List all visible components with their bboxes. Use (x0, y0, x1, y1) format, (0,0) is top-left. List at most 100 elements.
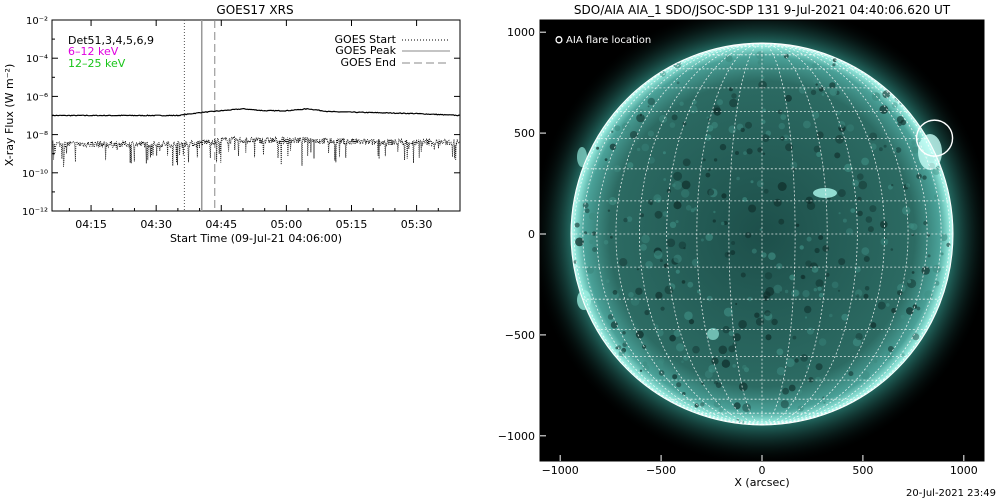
disk-texture-speck (715, 382, 722, 388)
disk-texture-speck (647, 199, 654, 205)
disk-texture-speck (723, 221, 728, 225)
disk-texture-speck (655, 197, 662, 203)
disk-texture-speck (846, 228, 853, 236)
disk-texture-speck (855, 289, 863, 297)
disk-texture-speck (773, 198, 782, 207)
goes-series-group (51, 107, 461, 168)
disk-texture-speck (588, 212, 597, 220)
disk-texture-speck (832, 58, 837, 63)
disk-texture-speck (795, 223, 800, 227)
disk-texture-speck (784, 289, 789, 294)
disk-texture-speck (573, 260, 577, 264)
disk-texture-speck (865, 216, 873, 223)
aia-bright-regions (577, 134, 942, 340)
disk-texture-speck (785, 358, 795, 368)
disk-texture-speck (759, 228, 763, 231)
disk-texture-speck (747, 296, 753, 302)
disk-texture-speck (816, 151, 822, 157)
disk-texture-speck (804, 316, 808, 319)
disk-texture-speck (934, 280, 940, 286)
disk-texture-speck (636, 113, 645, 123)
disk-texture-speck (858, 180, 868, 190)
goes-y-tick-label: 10⁻⁶ (26, 92, 48, 103)
disk-texture-speck (835, 134, 844, 144)
disk-texture-speck (675, 220, 679, 224)
disk-texture-speck (602, 164, 612, 173)
disk-texture-speck (630, 297, 640, 306)
disk-texture-speck (718, 345, 728, 355)
disk-texture-speck (712, 105, 721, 114)
disk-texture-speck (922, 175, 927, 180)
disk-texture-speck (745, 121, 752, 129)
disk-texture-speck (901, 353, 905, 357)
disk-texture-speck (777, 109, 783, 115)
disk-texture-speck (682, 158, 691, 167)
disk-texture-speck (852, 338, 862, 347)
goes-x-tick-label: 04:45 (205, 218, 237, 231)
disk-texture-speck (682, 392, 686, 396)
disk-texture-speck (574, 222, 580, 228)
disk-texture-speck (829, 82, 836, 89)
disk-texture-speck (702, 158, 706, 162)
disk-texture-speck (615, 346, 619, 350)
disk-texture-speck (694, 207, 698, 211)
disk-texture-speck (890, 248, 894, 251)
goes-x-tick-label: 05:15 (336, 218, 368, 231)
disk-texture-speck (780, 400, 789, 409)
disk-texture-speck (712, 219, 716, 223)
disk-texture-speck (900, 314, 905, 319)
disk-texture-speck (701, 382, 704, 385)
disk-texture-speck (669, 334, 676, 342)
goes-series-line-2 (51, 135, 461, 168)
disk-texture-speck (806, 365, 810, 368)
disk-texture-speck (911, 140, 917, 146)
disk-texture-speck (939, 233, 948, 242)
disk-texture-speck (857, 173, 864, 180)
disk-texture-speck (897, 283, 906, 293)
disk-texture-speck (822, 245, 830, 252)
aia-x-tick-label: 1000 (950, 464, 978, 477)
legend-label-goes-end: GOES End (340, 56, 396, 69)
active-region-west-limb (918, 134, 942, 170)
disk-texture-speck (883, 144, 887, 148)
disk-texture-speck (733, 402, 741, 410)
disk-texture-speck (679, 101, 684, 106)
disk-texture-speck (654, 210, 663, 219)
disk-texture-speck (704, 134, 712, 141)
disk-texture-speck (619, 287, 623, 291)
disk-texture-speck (635, 330, 644, 339)
disk-texture-speck (673, 254, 682, 263)
disk-texture-speck (656, 329, 664, 337)
disk-texture-speck (732, 364, 736, 368)
disk-texture-speck (666, 188, 672, 194)
disk-texture-speck (764, 310, 771, 317)
disk-texture-speck (647, 105, 650, 108)
disk-texture-speck (639, 113, 643, 117)
disk-texture-speck (687, 281, 694, 288)
aia-disk-texture (573, 51, 951, 425)
disk-texture-speck (861, 247, 870, 256)
flare-legend-symbol (555, 36, 563, 44)
active-region-northeast-limb (577, 147, 587, 167)
disk-texture-speck (639, 369, 643, 372)
disk-texture-speck (622, 331, 626, 335)
disk-texture-speck (673, 329, 681, 337)
disk-texture-speck (740, 272, 746, 278)
disk-texture-speck (645, 349, 652, 357)
disk-texture-speck (617, 345, 622, 350)
disk-texture-speck (731, 241, 736, 245)
disk-texture-speck (762, 152, 766, 156)
disk-texture-speck (728, 345, 736, 353)
disk-texture-speck (655, 291, 663, 299)
disk-texture-speck (735, 303, 738, 305)
disk-texture-speck (609, 143, 617, 150)
disk-texture-speck (681, 280, 686, 284)
disk-texture-speck (765, 130, 771, 136)
goes-y-tick-label: 10⁻⁴ (26, 54, 48, 65)
goes-x-tick-label: 04:30 (140, 218, 172, 231)
disk-texture-speck (841, 313, 849, 321)
disk-texture-speck (837, 289, 841, 292)
flare-location-marker (915, 119, 954, 157)
aia-axis-ticks: −1000 −500 0 500 1000 −1000 −500 0 500 1000 (498, 26, 978, 477)
